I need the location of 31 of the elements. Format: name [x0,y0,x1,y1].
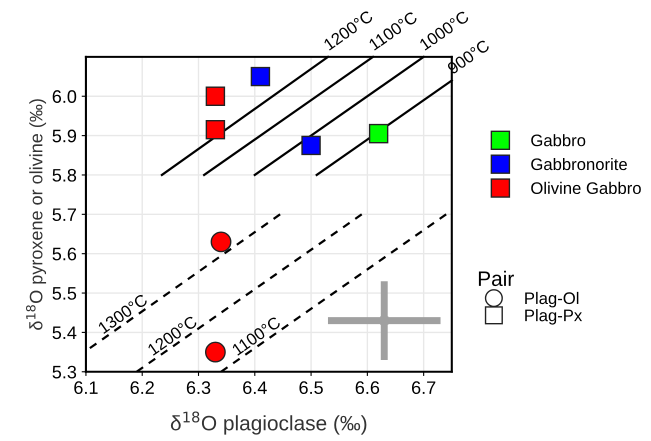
y-tick-label: 5.5 [52,287,76,300]
x-tick-label: 6.7 [412,381,436,394]
point [210,231,232,252]
y-axis-title: δ$^{18}$O pyroxene or olivine (‰) [26,99,46,330]
x-tick-label: 6.3 [186,381,210,394]
legend-label: Olivine Gabbro [531,182,641,194]
y-tick-label: 6.0 [52,90,76,103]
y-tick-label: 5.6 [52,248,76,260]
x-tick-label: 6.1 [74,381,98,394]
point [380,316,388,325]
point [368,124,388,144]
y-tick-label: 5.8 [52,168,76,182]
text: Plag-Px [525,309,582,325]
y-tick-label: 5.3 [52,366,76,378]
y-tick-label: 5.7 [52,208,76,222]
y-tick-label: 5.4 [52,326,76,340]
point [204,342,226,362]
point [206,120,226,140]
point [250,66,270,86]
point [206,86,226,106]
x-tick-label: 6.6 [356,381,380,394]
legend-label: Gabbronorite [531,158,627,170]
y-tick-label: 5.9 [52,130,76,142]
text: Plag-Ol [525,292,578,308]
legend-title: Pair [478,270,514,286]
x-tick-label: 6.5 [299,381,323,394]
legend-label: Gabbro [531,134,586,146]
x-tick-label: 6.2 [130,381,154,394]
x-tick-label: 6.4 [243,381,267,394]
x-axis-title: δ$^{18}$O plagioclase (‰) [170,412,366,435]
point [301,136,321,156]
